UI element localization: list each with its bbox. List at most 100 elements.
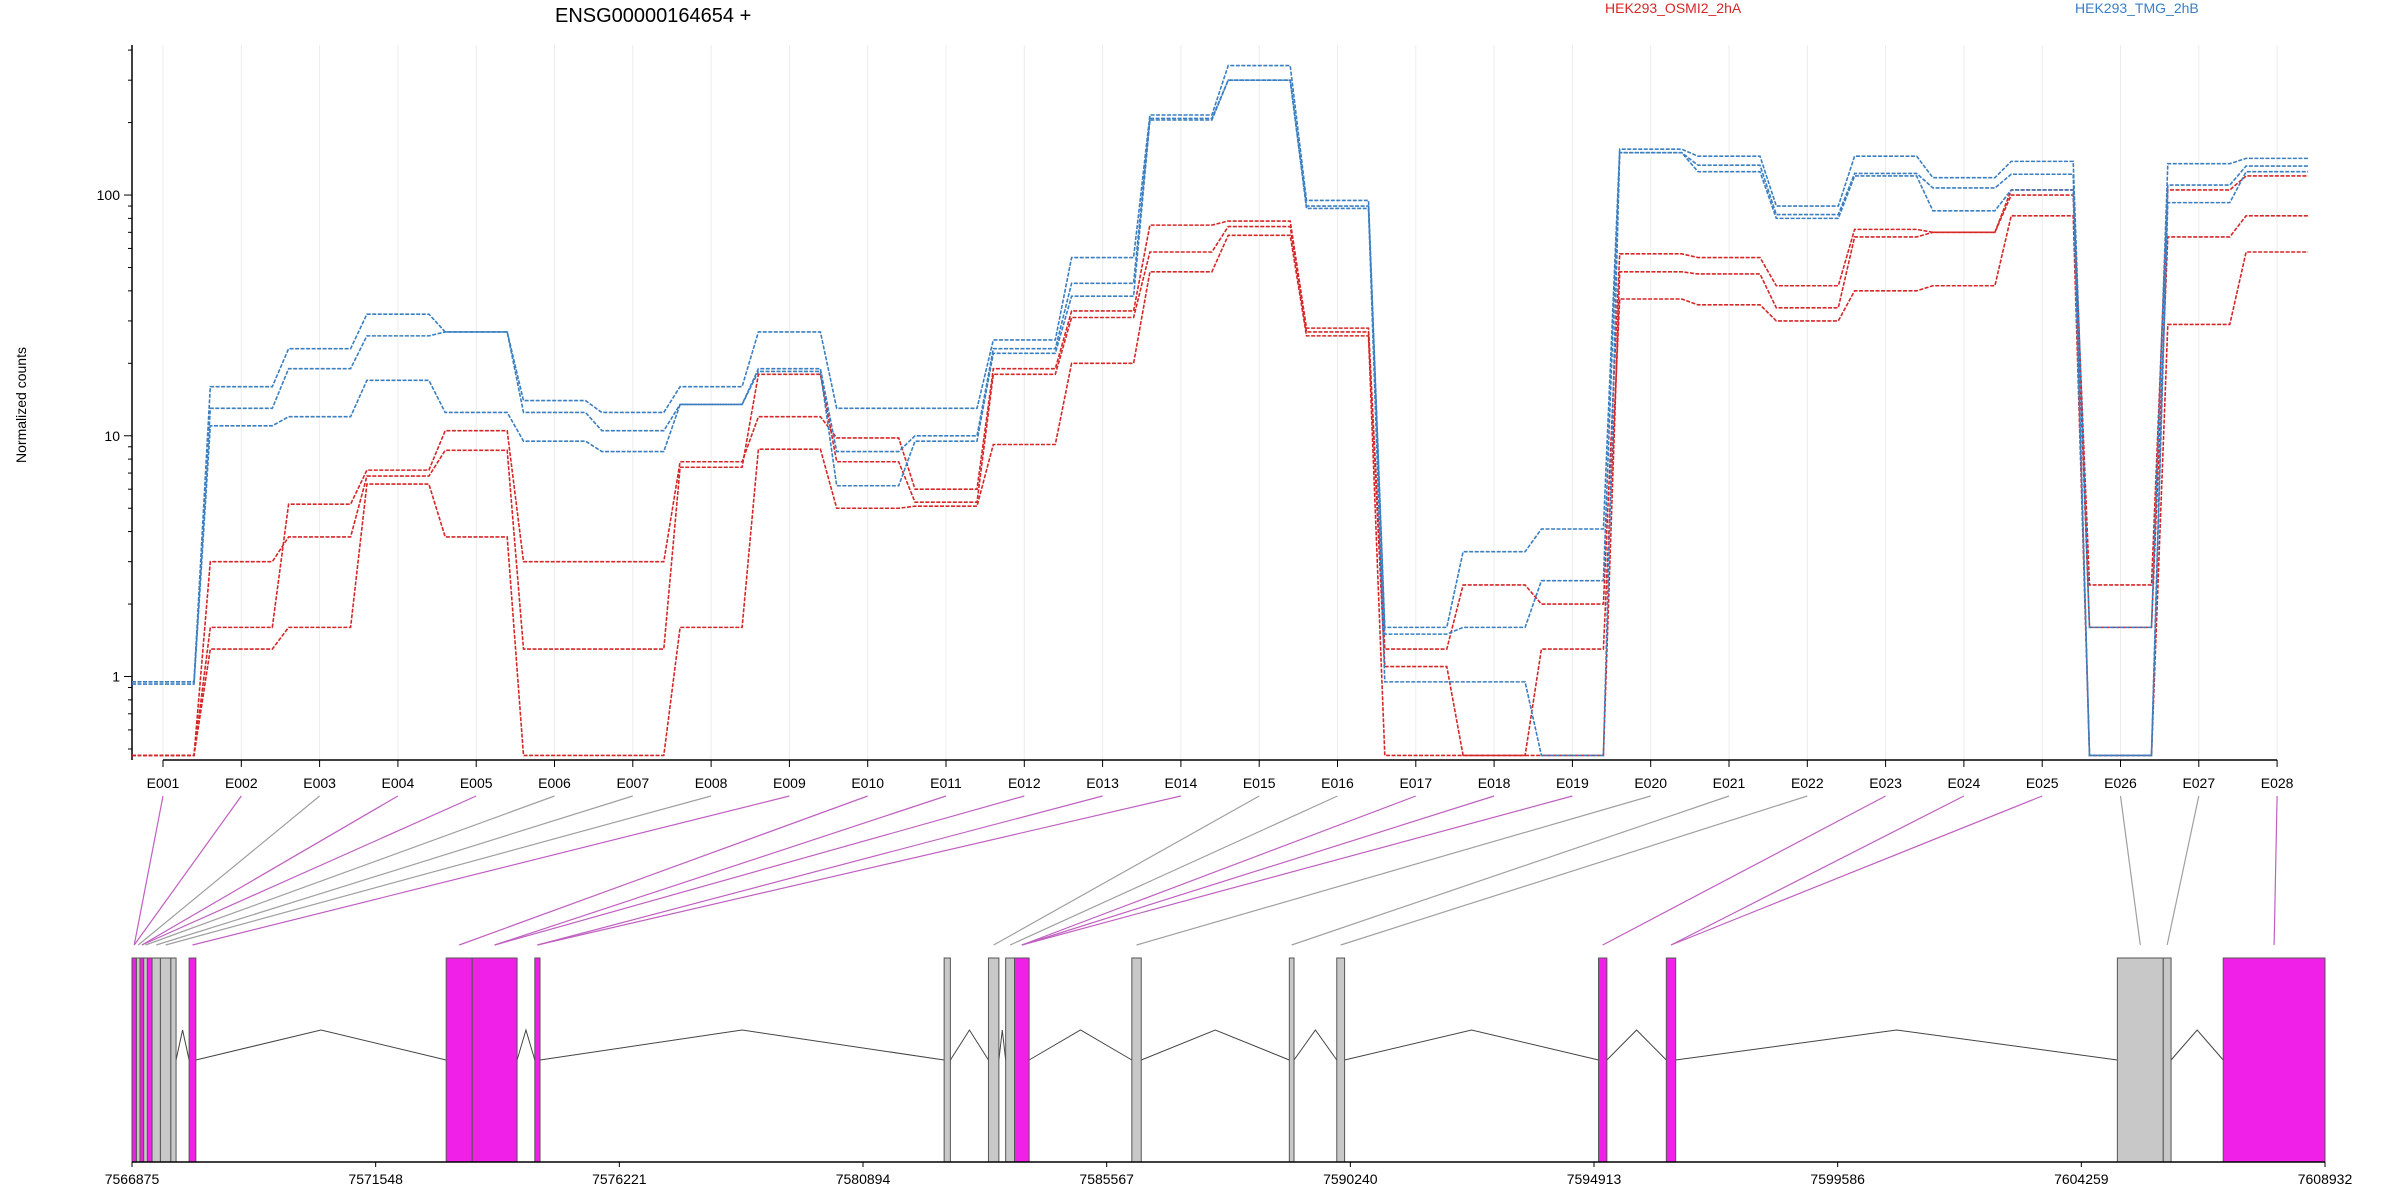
x-tick-label: E022 (1791, 775, 1824, 791)
intron-line (2170, 1029, 2224, 1061)
y-axis-label: Normalized counts (13, 347, 29, 463)
y-tick-label: 100 (97, 187, 121, 203)
intron-line (1141, 1029, 1290, 1061)
intron-line (1028, 1029, 1133, 1061)
genomic-tick-label: 7585567 (1079, 1171, 1134, 1187)
genomic-tick-label: 7604259 (2054, 1171, 2109, 1187)
intron-line (1606, 1029, 1667, 1061)
gene-model (131, 957, 2326, 1163)
intron-line (1344, 1029, 1599, 1061)
series-line (132, 79, 2309, 757)
exon-link-line (1021, 795, 1495, 946)
exon-link-line (141, 795, 477, 946)
intron-line (998, 1029, 1007, 1061)
exon-box (135, 957, 141, 1163)
genomic-tick-label: 7580894 (836, 1171, 891, 1187)
exon-link-line (137, 795, 320, 946)
exon-link-line (458, 795, 868, 946)
x-tick-label: E012 (1008, 775, 1041, 791)
exon-link-line (2273, 795, 2278, 946)
exon-box (1014, 957, 1030, 1163)
exon-link-lines (133, 795, 2278, 946)
y-tick-label: 10 (104, 428, 120, 444)
intron-line (539, 1029, 945, 1061)
x-tick-label: E025 (2026, 775, 2059, 791)
exon-box (987, 957, 1000, 1163)
x-tick-label: E016 (1321, 775, 1354, 791)
x-tick-label: E011 (930, 775, 962, 791)
exon-link-line (165, 795, 712, 946)
series-line (132, 194, 2309, 757)
exon-link-line (1021, 795, 1573, 946)
exon-box (1665, 957, 1677, 1163)
x-tick-label: E028 (2261, 775, 2294, 791)
exon-link-line (494, 795, 947, 946)
x-tick-label: E024 (1948, 775, 1981, 791)
genomic-tick-label: 7571548 (348, 1171, 403, 1187)
genomic-tick-label: 7594913 (1567, 1171, 1622, 1187)
exon-box (2162, 957, 2172, 1163)
x-tick-label: E009 (773, 775, 806, 791)
x-tick-label: E005 (460, 775, 493, 791)
intron-line (949, 1029, 989, 1061)
intron-line (1293, 1029, 1338, 1061)
exon-box (445, 957, 473, 1163)
exon-box (1598, 957, 1608, 1163)
exon-link-line (1021, 795, 1417, 946)
legend-label-osmi2: HEK293_OSMI2_2hA (1605, 0, 1742, 16)
exon-box (159, 957, 172, 1163)
axes: 1 10 100 (97, 45, 2278, 761)
exon-box (2116, 957, 2164, 1163)
exon-link-line (145, 795, 555, 946)
y-tick-label: 1 (112, 669, 120, 685)
exon-box (170, 957, 177, 1163)
x-tick-label: E002 (225, 775, 258, 791)
x-tick-label: E026 (2104, 775, 2137, 791)
exon-box (1336, 957, 1346, 1163)
exon-link-line (1009, 795, 1338, 946)
chart-title: ENSG00000164654 + (555, 5, 751, 27)
x-tick-label: E017 (1399, 775, 1432, 791)
x-tick-label: E018 (1478, 775, 1511, 791)
x-tick-label: E014 (1165, 775, 1198, 791)
exon-link-line (537, 795, 1103, 946)
exon-link-line (156, 795, 633, 946)
exon-link-line (1602, 795, 1886, 946)
exon-link-line (537, 795, 1182, 946)
legend-label-tmg: HEK293_TMG_2hB (2075, 0, 2199, 16)
exon-box (1005, 957, 1016, 1163)
genomic-tick-label: 7566875 (105, 1171, 160, 1187)
x-tick-labels: E001 E002 E003 E004 E005 E006 E007 E008 E009 E010… (147, 760, 2294, 791)
exon-link-line (141, 795, 399, 946)
genomic-tick-label: 7599586 (1810, 1171, 1865, 1187)
genomic-tick-label: 7590240 (1323, 1171, 1378, 1187)
series-line (132, 214, 2309, 757)
exon-box (2222, 957, 2326, 1163)
intron-line (195, 1029, 447, 1061)
exon-box (139, 957, 145, 1163)
exon-link-line (2166, 795, 2200, 946)
series-line (132, 79, 2309, 757)
exon-box (534, 957, 541, 1163)
exon-box (471, 957, 518, 1163)
exon-link-line (133, 795, 242, 946)
exon-link-line (1136, 795, 1651, 946)
x-tick-label: E008 (695, 775, 728, 791)
intron-line (1675, 1029, 2118, 1061)
exon-link-line (2119, 795, 2141, 946)
x-tick-label: E019 (1556, 775, 1589, 791)
x-tick-label: E001 (147, 775, 180, 791)
x-tick-label: E020 (1634, 775, 1667, 791)
x-tick-label: E013 (1086, 775, 1119, 791)
exon-box (1288, 957, 1295, 1163)
series-line (132, 64, 2309, 683)
x-tick-label: E004 (382, 775, 415, 791)
x-tick-label: E006 (538, 775, 571, 791)
genomic-tick-label: 7608932 (2298, 1171, 2353, 1187)
exon-link-line (494, 795, 1025, 946)
genomic-tick-label: 7576221 (592, 1171, 647, 1187)
exon-link-line (133, 795, 164, 946)
exon-box (1131, 957, 1142, 1163)
exon-box (151, 957, 161, 1163)
